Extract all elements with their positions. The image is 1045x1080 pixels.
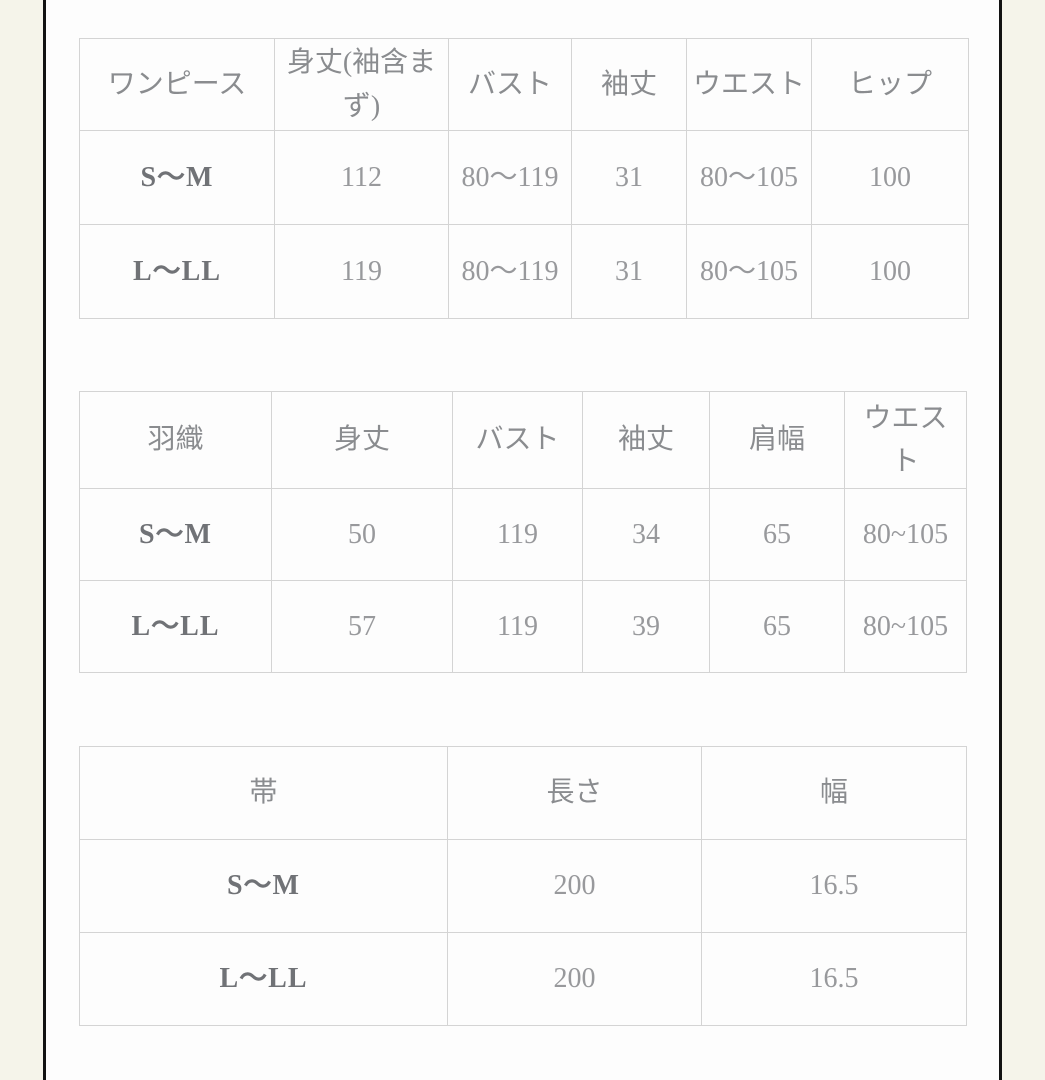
- header-row: 帯長さ幅: [79, 746, 967, 840]
- onepiece-size-table: ワンピース 身丈(袖含まず) バスト 袖丈 ウエスト ヒップ S〜M 112 80〜119 31 8…: [79, 38, 969, 319]
- header-cell: バスト: [448, 38, 572, 131]
- size-table-onepiece: ワンピース 身丈(袖含まず) バスト 袖丈 ウエスト ヒップ S〜M 112 80〜119 31 8…: [79, 38, 999, 319]
- table-row: L〜LL 57 119 39 65 80~105: [79, 580, 967, 673]
- row-label-cell: S〜M: [79, 130, 275, 225]
- header-cell: 帯: [79, 746, 448, 840]
- value-cell: 200: [447, 839, 702, 933]
- table-row: S〜M 50 119 34 65 80~105: [79, 488, 967, 581]
- value-cell: 31: [571, 224, 687, 319]
- row-label-cell: S〜M: [79, 488, 272, 581]
- header-cell: 身丈: [271, 391, 453, 489]
- header-cell: ヒップ: [811, 38, 969, 131]
- header-cell: ウエスト: [686, 38, 812, 131]
- row-label-cell: L〜LL: [79, 224, 275, 319]
- value-cell: 16.5: [701, 932, 967, 1026]
- value-cell: 112: [274, 130, 449, 225]
- value-cell: 80~105: [844, 488, 967, 581]
- value-cell: 200: [447, 932, 702, 1026]
- table-row: S〜M 112 80〜119 31 80〜105 100: [79, 130, 969, 225]
- value-cell: 34: [582, 488, 710, 581]
- value-cell: 119: [452, 488, 583, 581]
- value-cell: 65: [709, 580, 845, 673]
- header-cell: 身丈(袖含まず): [274, 38, 449, 131]
- left-edge-line: [43, 0, 46, 1080]
- value-cell: 57: [271, 580, 453, 673]
- header-cell: 肩幅: [709, 391, 845, 489]
- value-cell: 80〜119: [448, 130, 572, 225]
- header-cell: 羽織: [79, 391, 272, 489]
- left-background-strip: [0, 0, 43, 1080]
- haori-size-table: 羽織 身丈 バスト 袖丈 肩幅 ウエスト S〜M 50 119 34 65 80~105 L〜LL 57 1…: [79, 391, 967, 673]
- value-cell: 65: [709, 488, 845, 581]
- right-edge-line: [999, 0, 1002, 1080]
- size-table-obi: 帯長さ幅 S〜M 200 16.5 L〜LL 200 16.5: [79, 746, 999, 1026]
- header-row: ワンピース 身丈(袖含まず) バスト 袖丈 ウエスト ヒップ: [79, 38, 969, 131]
- value-cell: 119: [452, 580, 583, 673]
- obi-size-table: 帯長さ幅 S〜M 200 16.5 L〜LL 200 16.5: [79, 746, 967, 1026]
- content-panel: ワンピース 身丈(袖含まず) バスト 袖丈 ウエスト ヒップ S〜M 112 80〜119 31 8…: [46, 0, 999, 1080]
- table-row: L〜LL 119 80〜119 31 80〜105 100: [79, 224, 969, 319]
- value-cell: 80〜105: [686, 224, 812, 319]
- value-cell: 39: [582, 580, 710, 673]
- table-row: L〜LL 200 16.5: [79, 932, 967, 1026]
- table-row: S〜M 200 16.5: [79, 839, 967, 933]
- value-cell: 80〜105: [686, 130, 812, 225]
- header-row: 羽織 身丈 バスト 袖丈 肩幅 ウエスト: [79, 391, 967, 489]
- row-label-cell: L〜LL: [79, 932, 448, 1026]
- header-cell: 袖丈: [582, 391, 710, 489]
- header-cell: バスト: [452, 391, 583, 489]
- table-gap: [79, 319, 999, 391]
- value-cell: 119: [274, 224, 449, 319]
- header-cell: ワンピース: [79, 38, 275, 131]
- value-cell: 50: [271, 488, 453, 581]
- value-cell: 80〜119: [448, 224, 572, 319]
- value-cell: 100: [811, 224, 969, 319]
- row-label-cell: S〜M: [79, 839, 448, 933]
- header-cell: ウエスト: [844, 391, 967, 489]
- header-cell: 長さ: [447, 746, 702, 840]
- value-cell: 100: [811, 130, 969, 225]
- row-label-cell: L〜LL: [79, 580, 272, 673]
- value-cell: 31: [571, 130, 687, 225]
- value-cell: 16.5: [701, 839, 967, 933]
- header-cell: 幅: [701, 746, 967, 840]
- table-gap: [79, 673, 999, 746]
- header-cell: 袖丈: [571, 38, 687, 131]
- size-table-haori: 羽織 身丈 バスト 袖丈 肩幅 ウエスト S〜M 50 119 34 65 80~105 L〜LL 57 1…: [79, 391, 999, 673]
- right-background-strip: [1002, 0, 1045, 1080]
- value-cell: 80~105: [844, 580, 967, 673]
